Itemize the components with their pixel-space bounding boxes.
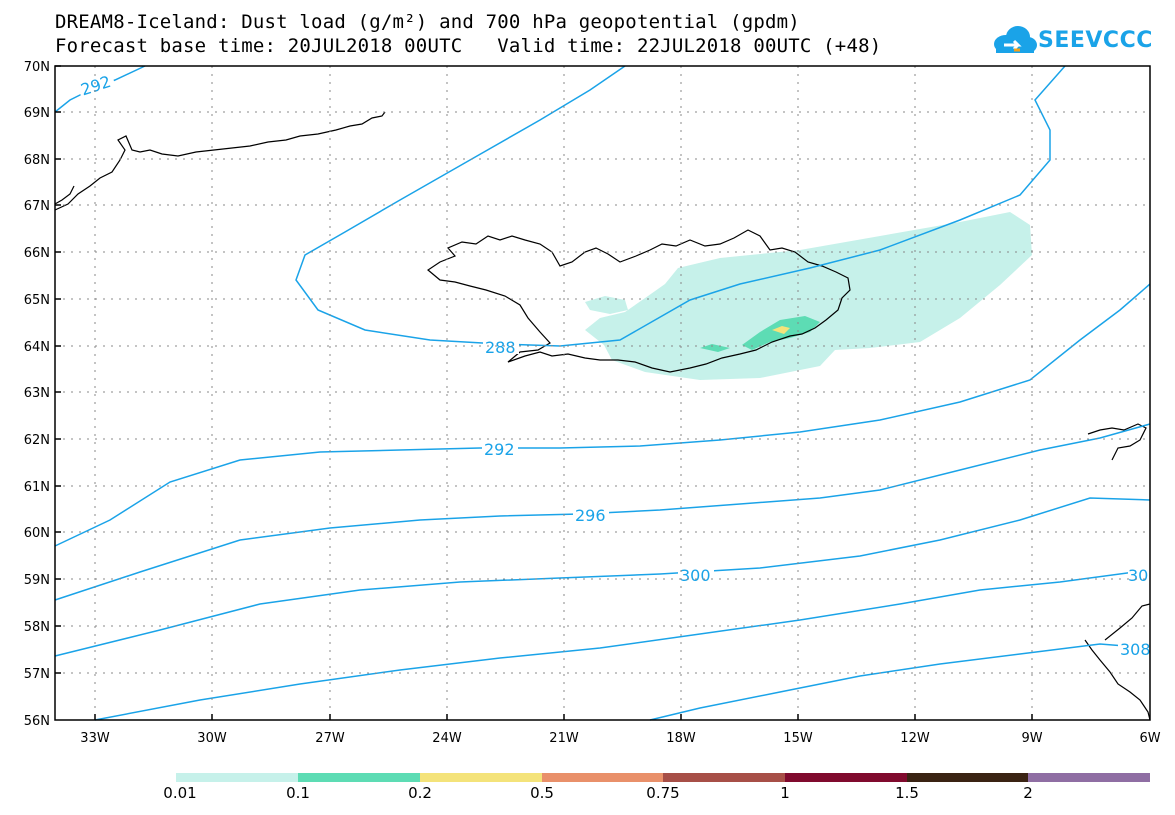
contour-label-30-east: 30 <box>1128 566 1148 585</box>
lat-label: 60N <box>24 526 50 541</box>
contour-296 <box>54 423 1151 601</box>
colorbar-swatch <box>785 773 907 782</box>
contour-304 <box>94 569 1151 721</box>
lon-label: 24W <box>432 731 462 746</box>
colorbar-label: 0.1 <box>286 784 310 802</box>
lat-label: 59N <box>24 573 50 588</box>
contour-label-292: 292 <box>484 440 515 459</box>
lat-label: 64N <box>24 340 50 355</box>
contour-label-296: 296 <box>575 506 606 525</box>
contour-label-292-nw: 292 <box>78 72 113 100</box>
colorbar <box>176 773 1150 782</box>
dust-area-yellow <box>772 326 790 334</box>
colorbar-label: 1 <box>780 784 790 802</box>
colorbar-swatch <box>176 773 298 782</box>
lat-label: 68N <box>24 153 50 168</box>
lon-label: 27W <box>315 731 345 746</box>
colorbar-label: 0.75 <box>646 784 680 802</box>
lat-label: 70N <box>24 60 50 75</box>
colorbar-swatch <box>542 773 663 782</box>
lon-label: 21W <box>549 731 579 746</box>
contour-labels: 292 288 292 296 300 30 308 <box>76 70 1152 659</box>
lat-label: 67N <box>24 199 50 214</box>
cloud-icon <box>994 26 1037 53</box>
iceland-coastline <box>426 229 851 373</box>
lat-label: 57N <box>24 667 50 682</box>
colorbar-swatch <box>663 773 785 782</box>
lon-label: 6W <box>1139 731 1160 746</box>
lon-label: 12W <box>900 731 930 746</box>
greenland-coastline <box>54 111 386 211</box>
lat-label: 61N <box>24 480 50 495</box>
greenland-coast-south <box>54 185 75 205</box>
dust-shading <box>585 212 1032 380</box>
lat-label: 62N <box>24 433 50 448</box>
lat-label: 58N <box>24 620 50 635</box>
map-subtitle: Forecast base time: 20JUL2018 00UTC Vali… <box>55 35 882 57</box>
colorbar-label: 0.2 <box>408 784 432 802</box>
latitude-labels: 70N 69N 68N 67N 66N 65N 64N 63N 62N 61N … <box>24 60 50 729</box>
colorbar-swatch <box>420 773 542 782</box>
colorbar-label: 2 <box>1023 784 1033 802</box>
map-title: DREAM8-Iceland: Dust load (g/m²) and 700… <box>55 11 800 33</box>
contour-label-300: 300 <box>680 566 711 585</box>
dust-area-light-west <box>585 296 628 314</box>
seevccc-logo: SEEVCCC <box>990 22 1153 58</box>
scotland-islands <box>1104 603 1151 641</box>
contour-308 <box>649 643 1151 721</box>
lon-label: 18W <box>666 731 696 746</box>
contour-label-308: 308 <box>1120 640 1151 659</box>
lat-label: 66N <box>24 246 50 261</box>
lat-label: 69N <box>24 106 50 121</box>
lon-label: 30W <box>197 731 227 746</box>
contour-label-288: 288 <box>485 338 516 357</box>
dust-area-medium-west <box>700 344 730 352</box>
faroe-islands <box>1087 423 1147 461</box>
lat-label: 65N <box>24 293 50 308</box>
lon-label: 9W <box>1021 731 1042 746</box>
map-frame <box>54 65 1151 721</box>
lat-label: 63N <box>24 386 50 401</box>
colorbar-label: 1.5 <box>895 784 919 802</box>
colorbar-swatch <box>1028 773 1150 782</box>
colorbar-swatch <box>298 773 420 782</box>
lon-label: 15W <box>783 731 813 746</box>
longitude-labels: 33W 30W 27W 24W 21W 18W 15W 12W 9W 6W <box>80 731 1160 746</box>
lat-label: 56N <box>24 714 50 729</box>
gridlines <box>55 66 1150 720</box>
scotland-coastline <box>1084 639 1151 721</box>
contour-300 <box>54 497 1151 657</box>
contour-292 <box>54 283 1151 547</box>
tick-marks <box>55 65 1033 720</box>
colorbar-label: 0.5 <box>530 784 554 802</box>
coastlines <box>54 111 1151 721</box>
logo-text: SEEVCCC <box>1038 28 1153 53</box>
lon-label: 33W <box>80 731 110 746</box>
geopotential-contours <box>54 65 1151 721</box>
colorbar-label: 0.01 <box>163 784 197 802</box>
colorbar-swatch <box>907 773 1028 782</box>
dust-area-light <box>585 212 1032 380</box>
